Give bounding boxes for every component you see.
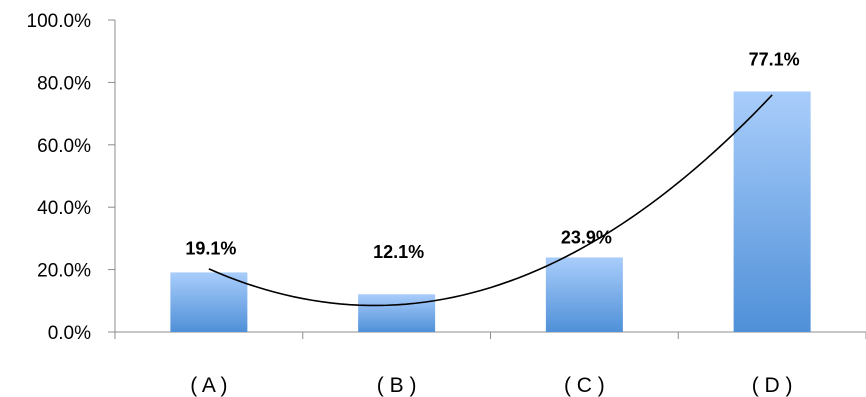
y-tick-label: 80.0% [37, 73, 91, 94]
x-tick-label: ( D ) [752, 374, 793, 397]
bar [358, 294, 436, 332]
bar [733, 91, 811, 332]
y-tick-label: 40.0% [37, 198, 91, 219]
bar [545, 257, 623, 332]
trendline [208, 94, 773, 307]
y-tick-label: 0.0% [48, 323, 91, 344]
data-label: 77.1% [749, 49, 800, 69]
labels: ( A ) ( B ) ( C ) ( D ) 19.1% 12.1% 23.9% 77.1% [185, 49, 799, 397]
x-tick-label: ( A ) [190, 374, 227, 397]
y-tick-label: 20.0% [37, 261, 91, 282]
y-tick-label: 60.0% [37, 136, 91, 157]
y-tick-label: 100.0% [27, 11, 92, 32]
data-label: 19.1% [185, 238, 236, 258]
trendline-curve [208, 94, 773, 307]
x-tick-label: ( B ) [377, 374, 417, 397]
data-label: 12.1% [373, 242, 424, 262]
x-tick-label: ( C ) [564, 374, 605, 397]
bar [170, 272, 248, 332]
bars [170, 91, 811, 332]
data-label: 23.9% [561, 227, 612, 247]
